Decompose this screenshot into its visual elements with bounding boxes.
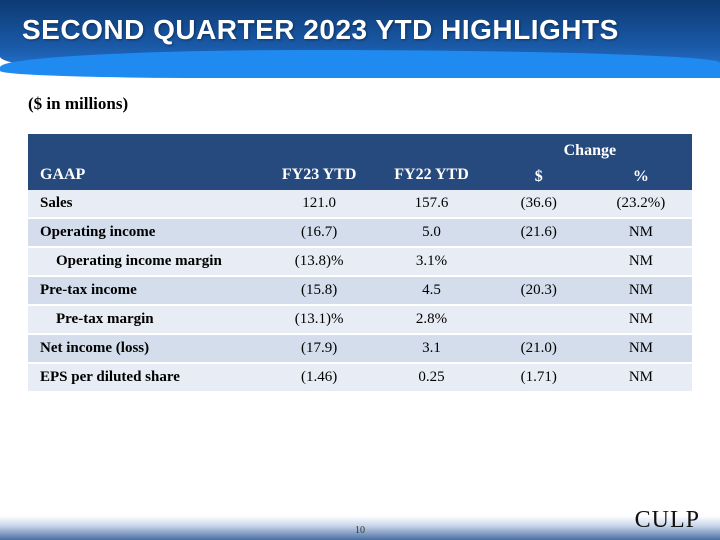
slide-container: SECOND QUARTER 2023 YTD HIGHLIGHTS ($ in… xyxy=(0,0,720,540)
col-header-gaap: GAAP xyxy=(28,134,263,190)
cell-chg_p: NM xyxy=(590,305,692,334)
cell-fy23: 121.0 xyxy=(263,190,375,218)
cell-fy22: 3.1% xyxy=(375,247,487,276)
col-header-change-group: Change xyxy=(488,134,692,164)
row-label: Pre-tax margin xyxy=(28,305,263,334)
cell-chg_p: NM xyxy=(590,218,692,247)
cell-chg_p: NM xyxy=(590,334,692,363)
header-wave xyxy=(0,50,720,78)
cell-chg_d: (36.6) xyxy=(488,190,590,218)
table-row: Pre-tax margin(13.1)%2.8% NM xyxy=(28,305,692,334)
cell-fy22: 3.1 xyxy=(375,334,487,363)
table-head: GAAP FY23 YTD FY22 YTD Change $ % xyxy=(28,134,692,190)
cell-fy22: 5.0 xyxy=(375,218,487,247)
cell-fy22: 0.25 xyxy=(375,363,487,392)
row-label: Operating income margin xyxy=(28,247,263,276)
cell-fy23: (15.8) xyxy=(263,276,375,305)
cell-fy23: (13.8)% xyxy=(263,247,375,276)
cell-chg_d xyxy=(488,247,590,276)
row-label: Sales xyxy=(28,190,263,218)
col-header-change-dollar: $ xyxy=(488,164,590,190)
cell-chg_d: (20.3) xyxy=(488,276,590,305)
cell-fy22: 2.8% xyxy=(375,305,487,334)
table-row: Operating income(16.7)5.0(21.6)NM xyxy=(28,218,692,247)
table-row: Pre-tax income(15.8)4.5(20.3)NM xyxy=(28,276,692,305)
cell-chg_d: (21.6) xyxy=(488,218,590,247)
cell-chg_p: NM xyxy=(590,276,692,305)
cell-chg_p: NM xyxy=(590,363,692,392)
cell-chg_d: (1.71) xyxy=(488,363,590,392)
cell-fy22: 157.6 xyxy=(375,190,487,218)
slide-subtitle: ($ in millions) xyxy=(28,94,128,114)
slide-title: SECOND QUARTER 2023 YTD HIGHLIGHTS xyxy=(22,14,698,46)
row-label: Net income (loss) xyxy=(28,334,263,363)
cell-fy23: (1.46) xyxy=(263,363,375,392)
company-logo: CULP xyxy=(635,507,700,534)
col-header-fy23: FY23 YTD xyxy=(263,134,375,190)
table-row: Sales121.0157.6(36.6)(23.2%) xyxy=(28,190,692,218)
cell-fy23: (13.1)% xyxy=(263,305,375,334)
table-body: Sales121.0157.6(36.6)(23.2%)Operating in… xyxy=(28,190,692,392)
cell-chg_d xyxy=(488,305,590,334)
row-label: EPS per diluted share xyxy=(28,363,263,392)
table-row: Operating income margin(13.8)%3.1% NM xyxy=(28,247,692,276)
cell-fy23: (16.7) xyxy=(263,218,375,247)
financial-table: GAAP FY23 YTD FY22 YTD Change $ % Sales1… xyxy=(28,134,692,393)
cell-fy22: 4.5 xyxy=(375,276,487,305)
cell-chg_d: (21.0) xyxy=(488,334,590,363)
page-number: 10 xyxy=(0,525,720,536)
cell-chg_p: (23.2%) xyxy=(590,190,692,218)
col-header-change-percent: % xyxy=(590,164,692,190)
table-row: EPS per diluted share(1.46)0.25(1.71)NM xyxy=(28,363,692,392)
row-label: Pre-tax income xyxy=(28,276,263,305)
cell-chg_p: NM xyxy=(590,247,692,276)
row-label: Operating income xyxy=(28,218,263,247)
cell-fy23: (17.9) xyxy=(263,334,375,363)
table-row: Net income (loss)(17.9)3.1(21.0)NM xyxy=(28,334,692,363)
col-header-fy22: FY22 YTD xyxy=(375,134,487,190)
table-head-row-1: GAAP FY23 YTD FY22 YTD Change xyxy=(28,134,692,164)
